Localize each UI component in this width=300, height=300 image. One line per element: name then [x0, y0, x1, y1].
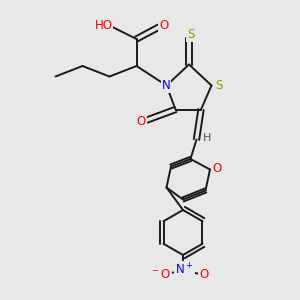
Text: S: S [187, 28, 194, 41]
Text: N$^+$: N$^+$ [175, 262, 194, 278]
Text: $^-$O: $^-$O [150, 268, 171, 281]
Text: O: O [212, 161, 221, 175]
Text: O: O [200, 268, 208, 281]
Text: HO: HO [94, 19, 112, 32]
Text: S: S [215, 79, 223, 92]
Text: H: H [203, 133, 211, 143]
Text: O: O [159, 19, 168, 32]
Text: O: O [136, 115, 146, 128]
Text: N: N [161, 79, 170, 92]
